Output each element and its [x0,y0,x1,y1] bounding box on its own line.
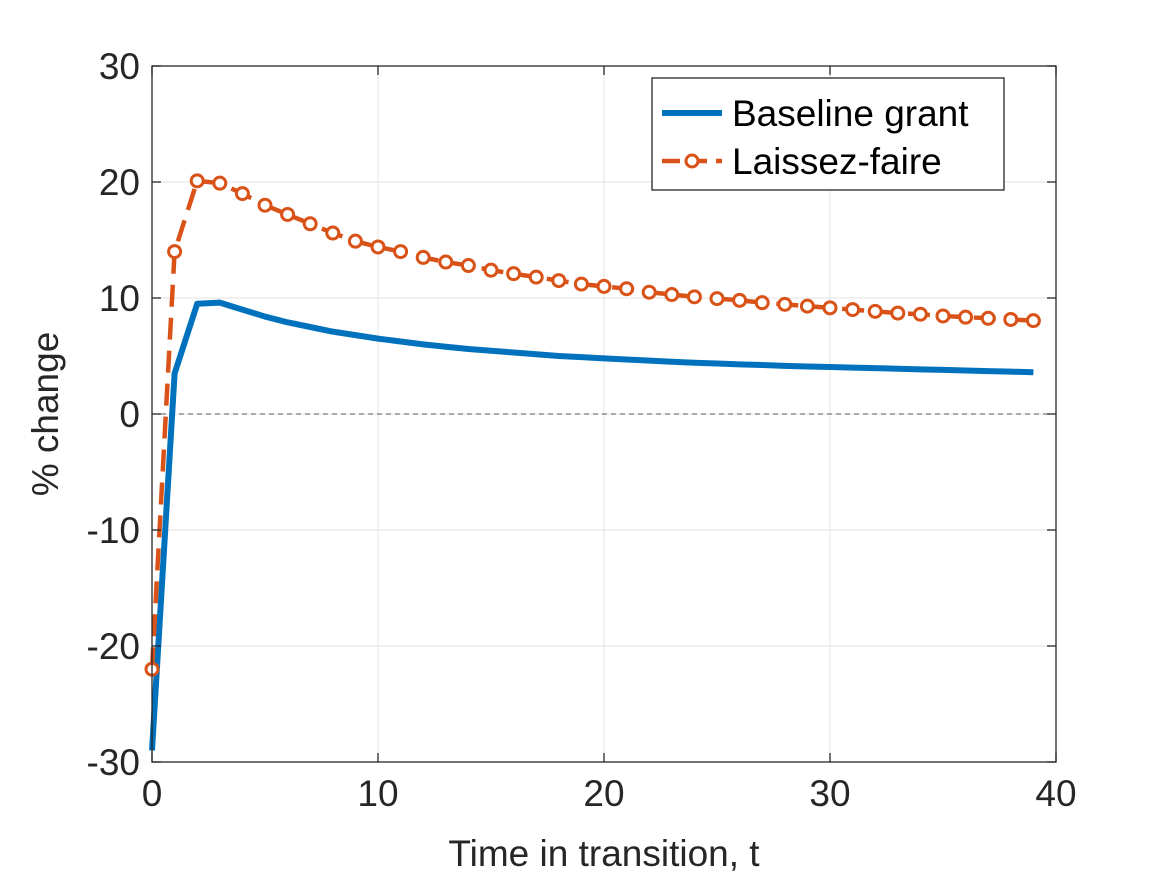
data-point-laissez-faire-28 [777,296,793,312]
x-tick-label-10: 10 [357,773,398,814]
data-point-laissez-faire-31 [845,302,861,318]
data-point-laissez-faire-1 [167,244,183,260]
y-tick-label-30: 30 [99,46,140,87]
data-point-laissez-faire-23 [664,287,680,303]
y-axis-label: % change [25,332,66,497]
axis-ticks [151,65,1057,763]
x-tick-label-20: 20 [583,773,624,814]
data-point-laissez-faire-18 [551,273,567,289]
legend-label-baseline-grant: Baseline grant [732,93,969,134]
data-point-laissez-faire-12 [415,249,431,265]
data-point-laissez-faire-37 [980,310,996,326]
data-point-laissez-faire-22 [641,284,657,300]
series-line-laissez-faire [149,178,1034,670]
y-tick-label--30: -30 [87,742,140,783]
data-point-laissez-faire-36 [958,309,974,325]
data-point-laissez-faire-17 [528,269,544,285]
x-tick-label-40: 40 [1035,773,1076,814]
data-point-laissez-faire-10 [370,239,386,255]
data-point-laissez-faire-15 [483,262,499,278]
data-point-laissez-faire-24 [686,289,702,305]
legend: Baseline grant Laissez-faire [651,77,1005,191]
data-point-laissez-faire-19 [573,276,589,292]
data-point-laissez-faire-14 [460,258,476,274]
data-point-laissez-faire-33 [890,305,906,321]
data-point-laissez-faire-11 [393,244,409,260]
data-point-laissez-faire-2 [189,173,205,189]
x-tick-label-0: 0 [142,773,163,814]
x-tick-label-30: 30 [809,773,850,814]
data-point-laissez-faire-38 [1003,311,1019,327]
x-axis-label: Time in transition, t [448,833,760,874]
data-point-laissez-faire-30 [822,300,838,316]
data-point-laissez-faire-9 [347,233,363,249]
data-point-laissez-faire-20 [596,278,612,294]
y-tick-label-20: 20 [99,162,140,203]
data-point-laissez-faire-16 [506,266,522,282]
series-laissez-faire [144,173,1041,677]
legend-marker-circle [684,153,700,169]
data-point-laissez-faire-29 [799,298,815,314]
series-baseline-grant [149,299,1034,751]
data-point-laissez-faire-35 [935,308,951,324]
data-point-laissez-faire-27 [754,295,770,311]
series-group [144,173,1041,751]
data-point-laissez-faire-25 [709,291,725,307]
data-point-laissez-faire-5 [257,197,273,213]
data-point-laissez-faire-6 [280,206,296,222]
data-point-laissez-faire-34 [912,306,928,322]
legend-marker-laissez-faire [684,153,700,169]
data-point-laissez-faire-13 [438,254,454,270]
data-point-laissez-faire-8 [325,225,341,241]
data-point-laissez-faire-7 [302,216,318,232]
data-point-laissez-faire-32 [867,303,883,319]
y-tick-label-10: 10 [99,278,140,319]
data-point-laissez-faire-39 [1025,313,1041,329]
tick-labels: 0 10 20 30 40 -30 -20 -10 0 10 20 30 [87,46,1077,814]
data-point-laissez-faire-4 [234,186,250,202]
data-point-laissez-faire-26 [732,292,748,308]
legend-label-laissez-faire: Laissez-faire [732,141,942,182]
legend-box [651,77,1005,191]
y-tick-label--10: -10 [87,510,140,551]
y-tick-label--20: -20 [87,626,140,667]
series-line-baseline-grant [149,299,1034,751]
data-point-laissez-faire-21 [619,281,635,297]
y-tick-label-0: 0 [119,394,140,435]
data-point-laissez-faire-3 [212,175,228,191]
